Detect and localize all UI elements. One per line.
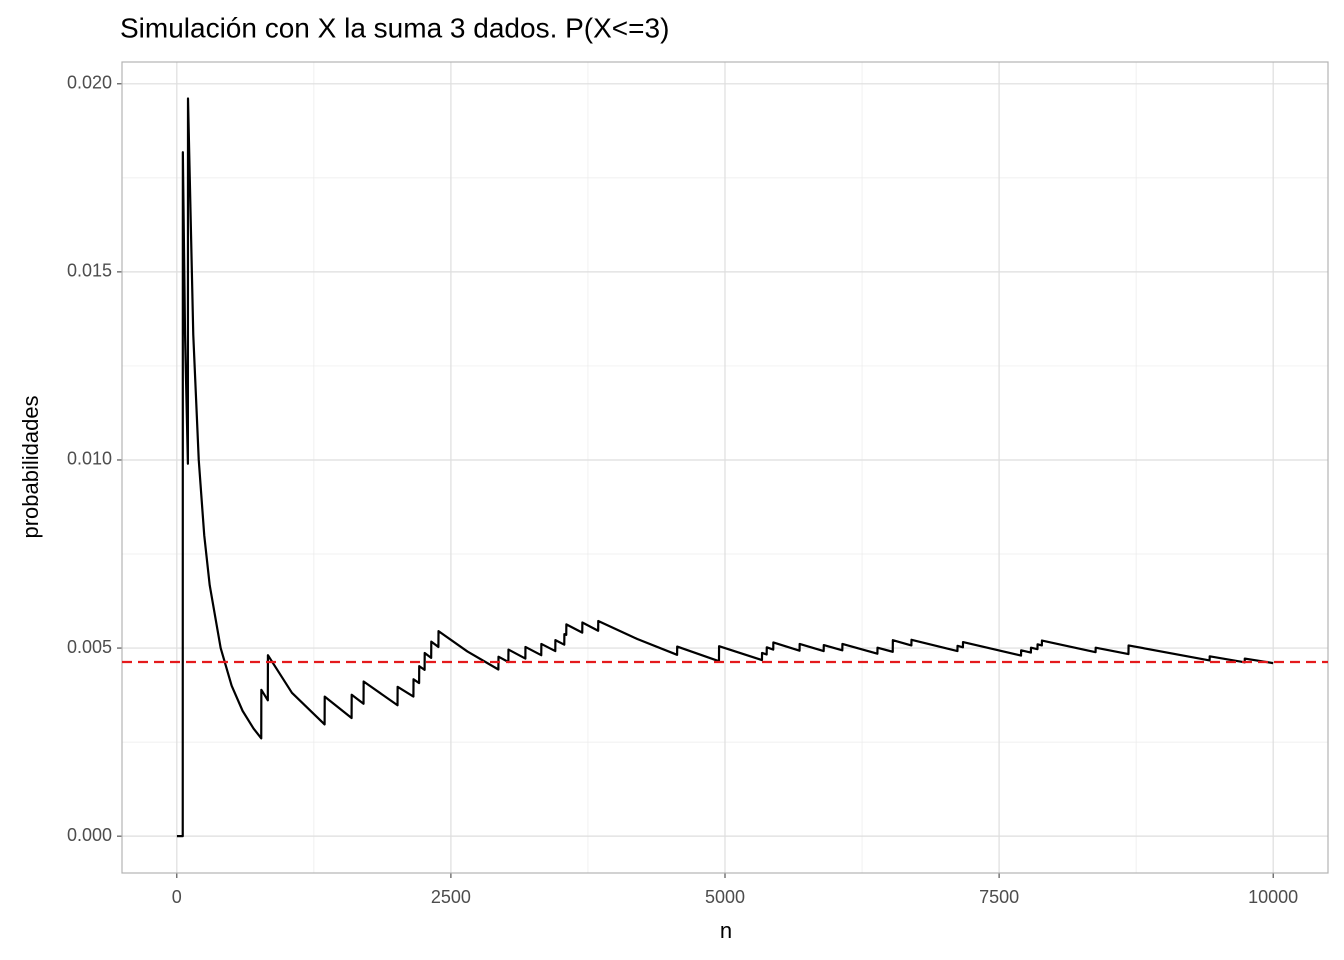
panel-border [121,61,1329,874]
data-line [176,97,1274,838]
chart-title: Simulación con X la suma 3 dados. P(X<=3… [120,12,669,43]
y-tick-label: 0.015 [67,261,112,281]
y-tick-label: 0.020 [67,73,112,93]
y-axis-title: probabilidades [18,395,43,538]
y-tick-label: 0.000 [67,825,112,845]
y-tick-label: 0.010 [67,449,112,469]
x-axis-title: n [720,918,732,943]
y-tick-label: 0.005 [67,637,112,657]
x-tick-label: 10000 [1248,887,1298,907]
x-tick-label: 7500 [979,887,1019,907]
x-tick-label: 5000 [705,887,745,907]
x-tick-label: 0 [172,887,182,907]
x-tick-label: 2500 [431,887,471,907]
